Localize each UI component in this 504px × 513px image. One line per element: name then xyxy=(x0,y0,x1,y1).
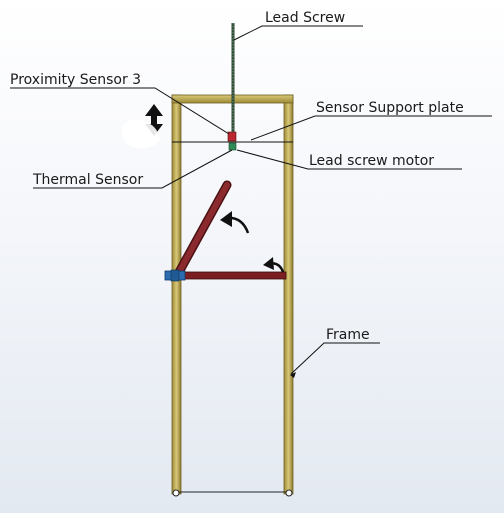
frame-foot-left xyxy=(172,489,180,497)
label-lead-screw: Lead Screw xyxy=(265,10,345,26)
frame-left-post xyxy=(171,94,182,495)
label-lead-screw-motor: Lead screw motor xyxy=(309,153,434,169)
white-blob-decoration xyxy=(121,119,160,149)
label-thermal-sensor: Thermal Sensor xyxy=(32,172,143,188)
arm-lower-link xyxy=(177,271,287,280)
leader-proximity-sensor xyxy=(10,87,230,135)
leader-lead-screw xyxy=(233,25,363,41)
label-frame: Frame xyxy=(326,327,370,343)
curved-arrow-icon-lower xyxy=(263,257,285,273)
leader-thermal-sensor xyxy=(33,149,233,189)
robot-arm xyxy=(164,180,287,282)
lead-screw-motor xyxy=(228,142,237,151)
curved-arrow-icon xyxy=(220,211,250,234)
frame-foot-right xyxy=(285,489,293,497)
leader-frame xyxy=(290,342,380,375)
proximity-sensor xyxy=(227,131,237,142)
frame-right-post xyxy=(283,94,294,495)
frame xyxy=(171,94,294,497)
label-sensor-support-plate: Sensor Support plate xyxy=(316,100,464,116)
label-proximity-sensor: Proximity Sensor 3 xyxy=(10,72,141,88)
leader-sensor-support-plate xyxy=(250,115,492,141)
leader-lead-screw-motor xyxy=(236,149,462,170)
